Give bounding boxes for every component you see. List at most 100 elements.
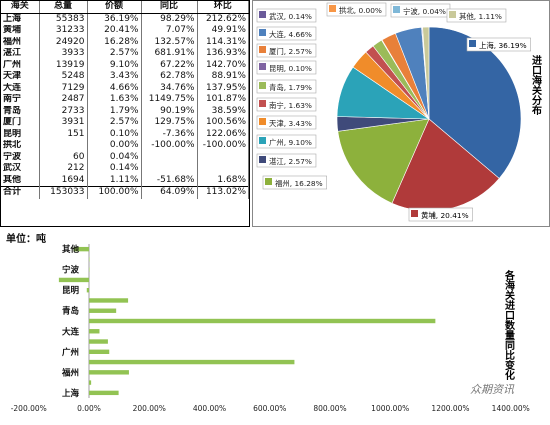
pie-label-box: [326, 2, 387, 17]
bar-拱北: [58, 277, 89, 283]
pie-label-其他: 其他, 1.11%: [446, 8, 507, 23]
pie-legend-swatch: [259, 137, 266, 144]
bar-category-label: 其他: [62, 244, 80, 255]
table-cell: 38.59%: [197, 105, 249, 117]
pie-label-text: 上海, 36.19%: [479, 41, 527, 50]
pie-label-box: [466, 37, 531, 52]
table-cell: 拱北: [1, 140, 40, 152]
table-row: 广州 13919 9.10% 67.22% 142.70%: [1, 59, 249, 71]
table-cell: -7.36%: [141, 128, 198, 140]
table-cell: 2.57%: [87, 48, 142, 60]
table-cell: 武汉: [1, 163, 40, 175]
table-cell: 100.56%: [197, 117, 249, 129]
table-row: 福州 24920 16.28% 132.57% 114.31%: [1, 36, 249, 48]
table-cell: 1.63%: [87, 94, 142, 106]
bar-宁波: [89, 267, 90, 272]
pie-label-广州: 广州, 9.10%: [256, 134, 317, 149]
bar-x-tick: 200.00%: [133, 404, 166, 413]
table-header-cell: 海关: [1, 1, 40, 14]
table-cell: 681.91%: [141, 48, 198, 60]
bar-天津: [89, 339, 108, 344]
table-cell: 49.91%: [197, 25, 249, 37]
table-cell: 20.41%: [87, 25, 142, 37]
bar-上海: [89, 390, 119, 396]
pie-label-text: 昆明, 0.10%: [269, 64, 312, 73]
bar-title: 各海关进口数量同比变化: [503, 269, 516, 381]
table-cell: 上海: [1, 13, 40, 25]
pie-label-text: 青岛, 1.79%: [269, 83, 312, 92]
table-cell: 1694: [39, 174, 88, 187]
pie-label-box: [256, 60, 317, 75]
table-cell: 1149.75%: [141, 94, 198, 106]
table-cell: [197, 163, 249, 175]
watermark: 众期资讯: [470, 383, 514, 396]
pie-legend-swatch: [393, 6, 400, 13]
table-header-cell: 同比: [141, 1, 198, 14]
pie-label-昆明: 昆明, 0.10%: [256, 60, 317, 75]
table-row: 昆明 151 0.10% -7.36% 122.06%: [1, 128, 249, 140]
pie-legend-swatch: [259, 46, 266, 53]
pie-label-厦门: 厦门, 2.57%: [256, 43, 317, 58]
bar-category-label: 昆明: [62, 285, 80, 296]
table-total-row: 合计 153033 100.00% 64.09% 113.02%: [1, 186, 249, 199]
table-cell: 36.19%: [87, 13, 142, 25]
bar-其他: [73, 246, 89, 252]
table-cell: 100.00%: [87, 186, 142, 199]
table-cell: 113.02%: [197, 186, 249, 199]
pie-legend-swatch: [259, 63, 266, 70]
table-cell: 212: [39, 163, 88, 175]
table-row: 天津 5248 3.43% 62.78% 88.91%: [1, 71, 249, 83]
table-cell: 合计: [1, 186, 40, 199]
bar-category-label: 福州: [61, 367, 79, 378]
pie-slice-上海: [428, 26, 522, 179]
table-cell: 0.04%: [87, 151, 142, 163]
pie-label-box: [408, 207, 473, 222]
pie-legend-swatch: [265, 178, 272, 185]
pie-label-box: [256, 43, 317, 58]
table-cell: 2.57%: [87, 117, 142, 129]
pie-label-text: 宁波, 0.04%: [403, 7, 446, 16]
table-header-cell: 总量: [39, 1, 88, 14]
pie-label-拱北: 拱北, 0.00%: [326, 2, 387, 17]
table-cell: [197, 151, 249, 163]
table-row: 武汉 212 0.14%: [1, 163, 249, 175]
bar-x-tick: -200.00%: [11, 404, 47, 413]
table-cell: [39, 140, 88, 152]
bar-大连: [89, 329, 100, 334]
bar-chart-panel: 上海 福州 广州 大连 青岛 昆明 宁波 其他 -200.00% 0.00% 200.00% 400.…: [0, 236, 550, 421]
table-cell: 24920: [39, 36, 88, 48]
customs-table-panel: 海关 总量 价额 同比 环比 上海 55383 36.19% 98.29% 212.62% 黄埔 3…: [0, 0, 250, 227]
pie-label-text: 南宁, 1.63%: [269, 101, 312, 110]
table-cell: 13919: [39, 59, 88, 71]
bar-福州: [89, 370, 129, 375]
pie-label-text: 湛江, 2.57%: [269, 157, 312, 166]
table-cell: 153033: [39, 186, 88, 199]
table-cell: 64.09%: [141, 186, 198, 199]
pie-label-text: 大连, 4.66%: [269, 30, 312, 39]
pie-title: 进口海关分布: [530, 54, 542, 116]
bar-category-label: 上海: [62, 388, 80, 399]
bar-昆明: [86, 288, 89, 293]
table-cell: 98.29%: [141, 13, 198, 25]
table-cell: 0.14%: [87, 163, 142, 175]
pie-label-宁波: 宁波, 0.04%: [390, 3, 451, 18]
pie-label-黄埔: 黄埔, 20.41%: [408, 207, 473, 222]
table-cell: 福州: [1, 36, 40, 48]
bar-category-label: 大连: [62, 326, 80, 337]
pie-label-box: [256, 26, 317, 41]
unit-label: 单位：吨: [6, 234, 46, 245]
table-cell: -100.00%: [197, 140, 249, 152]
pie-label-box: [256, 79, 317, 94]
pie-label-box: [256, 97, 317, 112]
table-header-cell: 环比: [197, 1, 249, 14]
pie-label-text: 福州, 16.28%: [275, 179, 323, 188]
table-cell: 广州: [1, 59, 40, 71]
table-cell: [141, 163, 198, 175]
pie-legend-swatch: [259, 11, 266, 18]
table-cell: 1.11%: [87, 174, 142, 187]
pie-label-box: [446, 8, 507, 23]
table-cell: 122.06%: [197, 128, 249, 140]
table-cell: 7129: [39, 82, 88, 94]
table-cell: 大连: [1, 82, 40, 94]
table-cell: 黄埔: [1, 25, 40, 37]
